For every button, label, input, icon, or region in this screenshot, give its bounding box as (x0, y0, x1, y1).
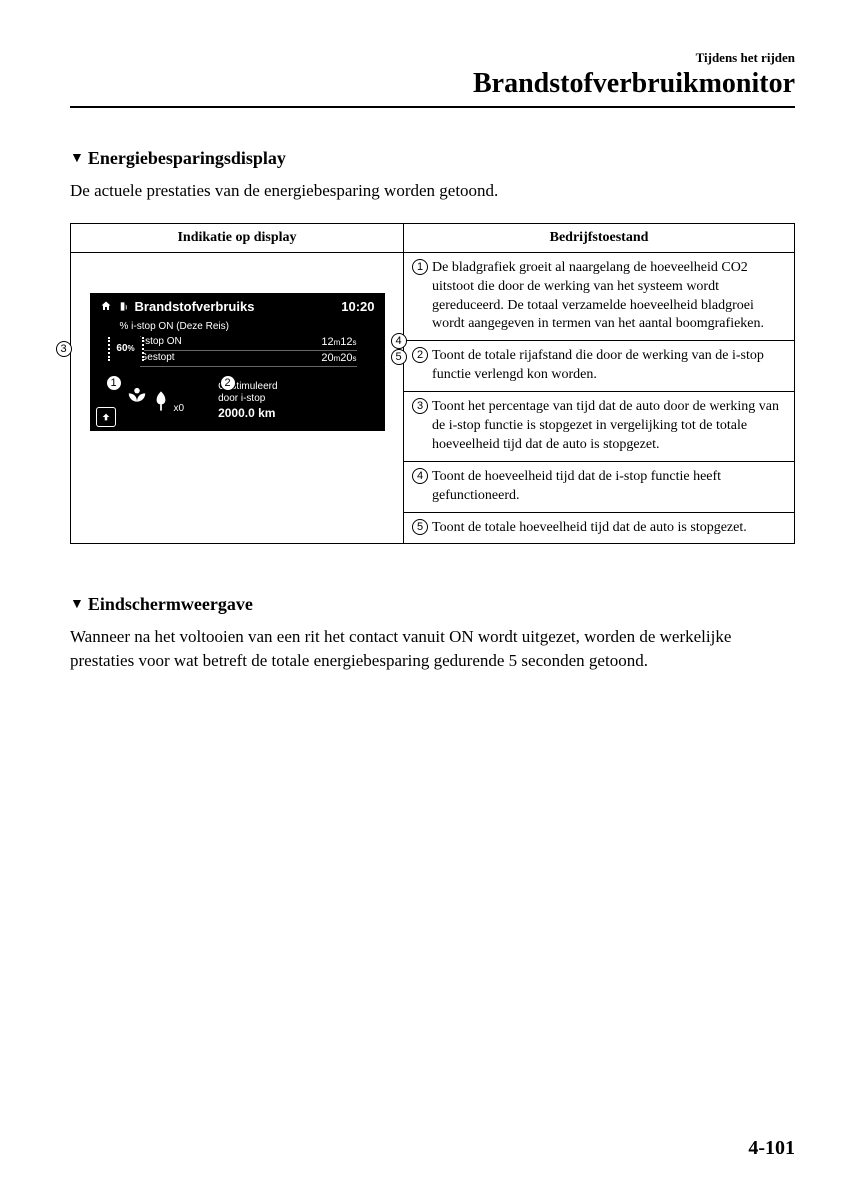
stim-line2: door i-stop (218, 393, 277, 405)
tree-count: x0 (174, 403, 185, 414)
header-rule (70, 106, 795, 108)
section-end-title-text: Eindschermweergave (88, 594, 253, 615)
row-num-3: 3 (412, 398, 428, 414)
section-energy-title: Energiebesparingsdisplay (70, 148, 795, 169)
th-status: Bedrijfstoestand (404, 223, 795, 252)
pct-unit: % (128, 344, 135, 353)
row-text-3: Toont het percentage van tijd dat de aut… (432, 398, 786, 455)
callout-2: 2 (220, 375, 236, 391)
row1-label: i-stop ON (140, 335, 182, 349)
row-num-1: 1 (412, 259, 428, 275)
row1-min: 12 (321, 336, 333, 348)
display-screenshot: Brandstofverbruiks 10:20 % i-stop ON (De… (90, 293, 385, 431)
row-text-5: Toont de totale hoeveelheid tijd dat de … (432, 519, 747, 538)
display-subtitle: % i-stop ON (Deze Reis) (90, 319, 385, 335)
display-time: 10:20 (341, 299, 374, 314)
sprout-icon (126, 385, 148, 414)
row1-sec: 12 (340, 336, 352, 348)
row-num-5: 5 (412, 519, 428, 535)
section-end-title: Eindschermweergave (70, 594, 795, 615)
page-number: 4-101 (748, 1137, 795, 1160)
row-num-4: 4 (412, 468, 428, 484)
back-icon (96, 407, 116, 427)
row-num-2: 2 (412, 347, 428, 363)
section-energy-title-text: Energiebesparingsdisplay (88, 148, 286, 169)
section-energy-intro: De actuele prestaties van de energiebesp… (70, 179, 795, 203)
callout-1: 1 (106, 375, 122, 391)
row-text-1: De bladgrafiek groeit al naargelang de h… (432, 259, 786, 335)
header-chapter: Tijdens het rijden (70, 50, 795, 66)
callout-4: 4 (391, 333, 407, 349)
indication-table: Indikatie op display Bedrijfstoestand (70, 223, 795, 545)
header-title: Brandstofverbruikmonitor (70, 68, 795, 100)
pct-value: 60 (116, 343, 127, 354)
callout-3: 3 (56, 341, 72, 357)
row-text-2: Toont de totale rijafstand die door de w… (432, 347, 786, 385)
callout-5: 5 (391, 349, 407, 365)
fuel-icon (118, 299, 129, 315)
stim-value: 2000.0 km (218, 407, 277, 419)
display-screenshot-wrap: Brandstofverbruiks 10:20 % i-stop ON (De… (71, 253, 403, 471)
section-end-text: Wanneer na het voltooien van een rit het… (70, 625, 795, 673)
th-indication: Indikatie op display (71, 223, 404, 252)
row2-min: 20 (321, 352, 333, 364)
home-icon (100, 299, 112, 315)
row2-label: Gestopt (140, 351, 175, 365)
row-text-4: Toont de hoeveelheid tijd dat de i-stop … (432, 468, 786, 506)
display-title: Brandstofverbruiks (135, 299, 255, 314)
row2-sec: 20 (340, 352, 352, 364)
percentage-box: 60% (108, 337, 144, 361)
tree-icon (154, 391, 168, 414)
